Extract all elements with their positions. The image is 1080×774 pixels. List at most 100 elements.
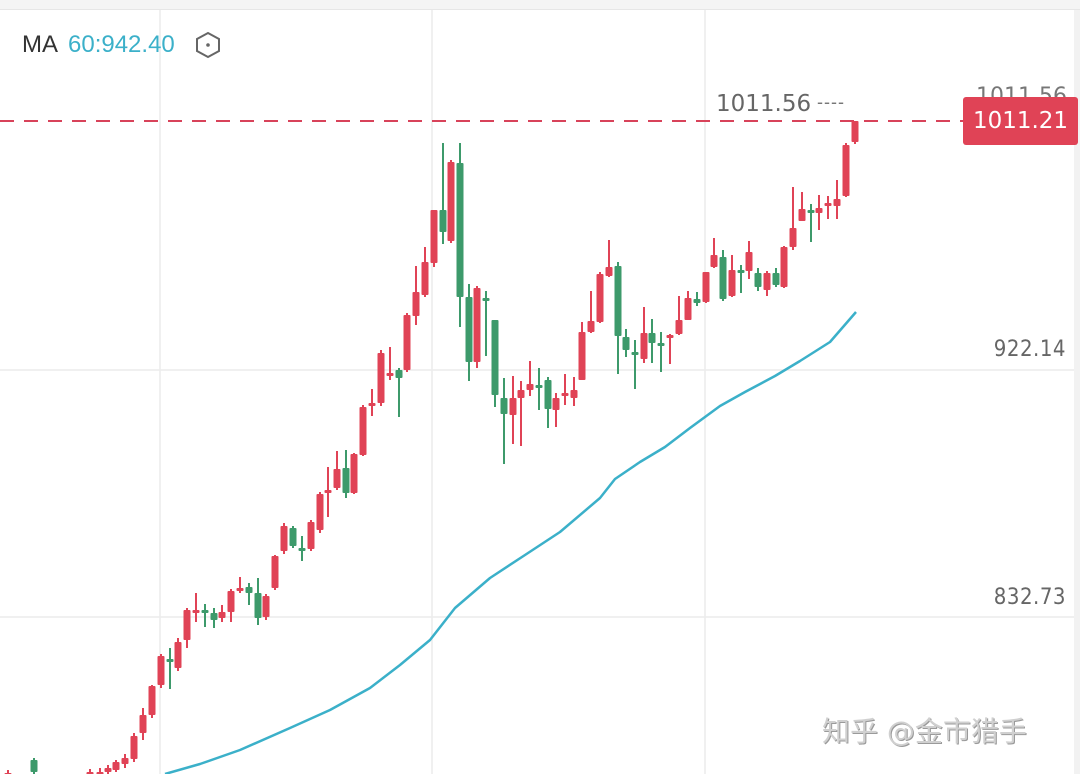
- candle-body: [403, 315, 411, 370]
- candle-body: [183, 610, 191, 640]
- candle-body: [842, 145, 850, 196]
- last-price-tag: 1011.21: [963, 97, 1078, 145]
- candle-body: [482, 298, 490, 301]
- candle-body: [815, 208, 823, 213]
- candle-body: [377, 353, 385, 403]
- candle-body: [262, 596, 270, 617]
- candle-body: [561, 393, 569, 396]
- candle-body: [289, 528, 297, 546]
- candle-body: [710, 255, 718, 267]
- candle-body: [526, 384, 534, 390]
- candle-body: [359, 407, 367, 455]
- candle-body: [789, 228, 797, 247]
- candle-body: [737, 270, 745, 273]
- candle-body: [421, 262, 429, 295]
- watermark: 知乎 @金市猎手: [822, 715, 1027, 748]
- candle-body: [104, 768, 112, 772]
- candle-body: [596, 274, 604, 322]
- candle-body: [218, 612, 226, 618]
- indicator-legend: MA 60:942.40: [22, 30, 221, 60]
- candle-body: [500, 398, 508, 414]
- candle-body: [605, 267, 613, 276]
- candle-body: [439, 210, 447, 232]
- candle-body: [139, 715, 147, 733]
- candle-body: [657, 343, 665, 346]
- candle-body: [412, 292, 420, 316]
- candle-body: [192, 610, 200, 613]
- candle-body: [491, 320, 499, 395]
- candle-body: [166, 659, 174, 662]
- candle-body: [807, 210, 815, 213]
- candle-body: [456, 163, 464, 297]
- ma-value: 60:942.40: [68, 31, 175, 58]
- candle-body: [210, 613, 218, 620]
- candle-body: [728, 270, 736, 296]
- candle-body: [631, 352, 639, 355]
- candle-body: [342, 468, 350, 493]
- high-price-dash: ----: [817, 92, 845, 112]
- candle-body: [648, 333, 656, 343]
- candle-body: [578, 332, 586, 380]
- candle-body: [614, 266, 622, 336]
- candle-body: [833, 199, 841, 206]
- candle-body: [130, 736, 138, 759]
- candle-body: [535, 385, 543, 388]
- right-edge: [1074, 10, 1080, 774]
- candle-body: [298, 548, 306, 551]
- candle-body: [368, 403, 376, 406]
- ma-label: MA: [22, 31, 58, 58]
- candle-body: [350, 454, 358, 493]
- candle-body: [30, 760, 38, 772]
- candle-body: [745, 252, 753, 271]
- candle-body: [622, 337, 630, 350]
- candle-body: [754, 273, 762, 287]
- candle-body: [333, 469, 341, 488]
- candle-body: [851, 121, 859, 142]
- candle-body: [465, 297, 473, 362]
- candle-body: [174, 642, 182, 668]
- candle-body: [587, 321, 595, 332]
- candle-body: [675, 320, 683, 334]
- candle-body: [280, 526, 288, 551]
- candle-body: [395, 370, 403, 378]
- candle-body: [780, 247, 788, 287]
- candle-body: [201, 610, 209, 613]
- candle-body: [386, 373, 394, 376]
- candle-body: [824, 203, 832, 206]
- candle-body: [719, 257, 727, 299]
- candle-body: [684, 298, 692, 320]
- candle-body: [447, 162, 455, 241]
- candle-body: [702, 272, 710, 302]
- top-border: [0, 0, 1080, 10]
- candle-body: [552, 398, 560, 410]
- candle-body: [798, 209, 806, 221]
- candle-body: [245, 587, 253, 593]
- high-price-label: 1011.56: [716, 91, 812, 117]
- ma-line: [164, 311, 857, 774]
- candle-body: [544, 380, 552, 409]
- candle-body: [148, 686, 156, 715]
- candle-body: [324, 490, 332, 493]
- candle-body: [430, 210, 438, 263]
- candle-body: [640, 333, 648, 359]
- candle-body: [227, 591, 235, 612]
- candle-body: [157, 656, 165, 685]
- candle-body: [473, 288, 481, 362]
- hexagon-settings-icon[interactable]: [195, 31, 221, 59]
- candle-body: [236, 588, 244, 591]
- y-axis-label-832: 832.73: [993, 585, 1066, 610]
- candle-body: [316, 494, 324, 530]
- candle-body: [112, 762, 120, 770]
- candle-body: [666, 335, 674, 338]
- candle-body: [693, 299, 701, 303]
- candle-body: [763, 273, 771, 290]
- candle-body: [570, 390, 578, 398]
- candle-body: [517, 390, 525, 398]
- candle-body: [772, 273, 780, 285]
- candle-body: [271, 556, 279, 588]
- candle-body: [121, 758, 129, 764]
- candle-body: [509, 398, 517, 415]
- candle-body: [307, 522, 315, 549]
- y-axis-label-922: 922.14: [993, 337, 1066, 362]
